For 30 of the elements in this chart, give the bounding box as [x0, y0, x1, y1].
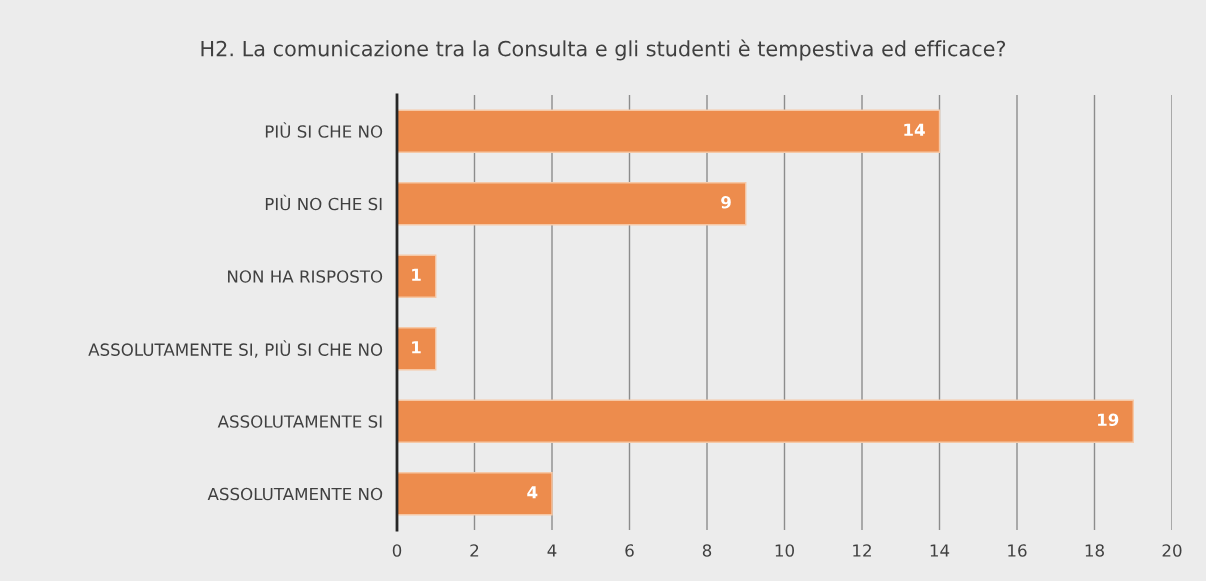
data-label: 4 [527, 486, 538, 499]
data-label: 1 [412, 268, 421, 281]
y-tick-label: PIÙ NO CHE SI [265, 194, 382, 211]
y-tick-label: ASSOLUTAMENTE SI, PIÙ SI CHE NO [88, 340, 383, 358]
x-tick-label: 12 [853, 544, 871, 557]
y-tick-label: NON HA RISPOSTO [228, 270, 383, 283]
bar [397, 327, 437, 371]
bar [397, 254, 437, 298]
x-tick-label: 10 [775, 544, 794, 557]
data-label: 14 [904, 123, 925, 136]
data-label: 1 [412, 341, 421, 354]
x-tick-label: 14 [930, 544, 950, 557]
x-tick-label: 6 [625, 544, 634, 557]
bar [397, 472, 553, 516]
x-tick-label: 0 [392, 544, 402, 557]
x-tick-label: 8 [702, 544, 712, 557]
bar [397, 182, 747, 226]
x-tick-label: 4 [547, 544, 557, 557]
y-tick-label: ASSOLUTAMENTE NO [207, 487, 383, 501]
x-tick-label: 16 [1008, 544, 1027, 557]
chart-title: H2. La comunicazione tra la Consulta e gli studenti è tempestiva ed efficace? [201, 39, 1006, 61]
data-label: 9 [721, 195, 731, 209]
x-tick-label: 20 [1162, 544, 1182, 557]
x-tick-label: 18 [1085, 544, 1104, 557]
y-tick-label: PIÙ SI CHE NO [265, 122, 383, 138]
x-tick-label: 2 [470, 544, 479, 557]
bar [397, 109, 941, 153]
y-tick-label: ASSOLUTAMENTE SI [217, 415, 382, 428]
data-label: 19 [1098, 413, 1119, 427]
bar [397, 399, 1134, 443]
